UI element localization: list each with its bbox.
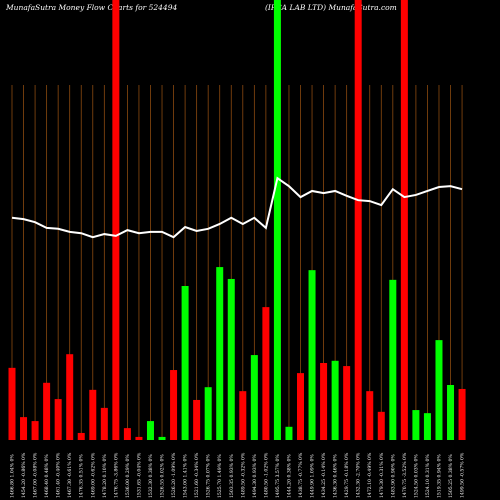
x-tick-label: 1521.60 -0.34% 0% [194,452,200,498]
bar [366,391,374,440]
chart-title: MunafaSutra Money Flow Charts for 524494 [5,3,177,12]
bar [435,340,443,440]
bar [158,436,166,440]
bar [146,421,154,440]
x-tick-label: 1470.75 -3.52% 0% [402,452,408,498]
x-tick-label: 1467.00 -0.08% 0% [33,452,39,498]
x-tick-label: 1461.40 -0.40% 0% [56,452,62,498]
bar [343,366,351,440]
bar [331,360,339,440]
bar [204,387,212,440]
bar [412,410,420,440]
x-tick-label: 1478.20 0.10% 0% [102,454,108,498]
bar [43,382,51,440]
x-tick-label: 1505.25 0.38% 0% [448,454,454,498]
x-tick-label: 1476.75 -3.86% 0% [113,452,119,498]
x-tick-label: 1525.70 1.49% 0% [217,454,223,498]
bar [423,413,431,440]
x-tick-label: 1526.55 0.02% 0% [160,454,166,498]
bar [112,0,120,440]
bar [458,388,466,440]
x-tick-label: 1524.50 0.03% 0% [413,454,419,498]
x-tick-label: 1468.40 0.48% 0% [44,454,50,498]
bar [354,0,362,440]
bar [193,399,201,440]
chart-subtitle: (IPCA LAB LTD) MunafaSutra.com [265,3,397,12]
x-tick-label: 1449.90 1.09% 0% [310,454,316,498]
x-tick-label: 1503.35 0.93% 0% [229,454,235,498]
bar [285,426,293,440]
x-tick-label: 1543.00 1.41% 0% [183,454,189,498]
bar [66,354,74,440]
bar [181,286,189,440]
bar [8,367,16,440]
bar [308,270,316,440]
x-tick-label: 1436.30 0.46% 0% [333,454,339,498]
bar [20,417,28,440]
bar [239,391,247,440]
bar [273,0,281,440]
x-tick-label: 1483.90 0.90% 0% [390,454,396,498]
bar [250,355,258,440]
bar [135,436,143,440]
x-tick-label: 1467.30 -0.61% 0% [67,452,73,498]
x-tick-label: 1524.10 0.31% 0% [425,454,431,498]
bar [54,399,62,440]
bar [262,307,270,440]
x-tick-label: 1494.30 0.93% 0% [252,454,258,498]
x-tick-label: 1469.00 -0.62% 0% [90,452,96,498]
x-tick-label: 1429.75 -0.18% 0% [344,452,350,498]
x-tick-label: 1480.50 -1.02% 0% [263,452,269,498]
bar [216,267,224,440]
x-tick-label: 1531.65 -0.04% 0% [136,452,142,498]
x-tick-label: 1536.00 0.29% 0% [125,454,131,498]
bar [447,385,455,440]
bar [377,411,385,440]
x-tick-label: 1499.50 -0.57% 0% [460,452,466,498]
bar [123,428,131,440]
x-tick-label: 1466.80 1.04% 0% [10,454,16,498]
x-tick-label: 1489.50 -0.32% 0% [240,452,246,498]
bar [227,278,235,440]
bar [297,373,304,440]
x-tick-label: 1472.10 -0.49% 0% [367,452,373,498]
x-tick-label: 1532.30 0.38% 0% [148,454,154,498]
x-tick-label: 1495.75 3.57% 0% [275,454,281,498]
bar [77,432,85,440]
x-tick-label: 1434.25 -0.14% 0% [321,452,327,498]
money-flow-line [11,176,463,239]
x-tick-label: 1444.20 0.38% 0% [286,454,292,498]
x-tick-label: 1432.30 -2.70% 0% [356,452,362,498]
x-tick-label: 1526.75 0.07% 0% [206,454,212,498]
x-tick-label: 1526.20 -1.09% 0% [171,452,177,498]
bar [100,407,108,440]
x-tick-label: 1454.20 -0.86% 0% [21,452,27,498]
x-tick-label: 1479.30 -0.31% 0% [379,452,385,498]
x-tick-label: 1438.75 -0.77% 0% [298,452,304,498]
bar [320,363,328,440]
x-tick-label: 1519.35 0.94% 0% [436,454,442,498]
bar [170,370,178,440]
bar [389,279,397,440]
bar [400,0,408,440]
bar [31,421,39,440]
x-tick-label: 1476.35 0.51% 0% [79,454,85,498]
bar [89,389,97,440]
